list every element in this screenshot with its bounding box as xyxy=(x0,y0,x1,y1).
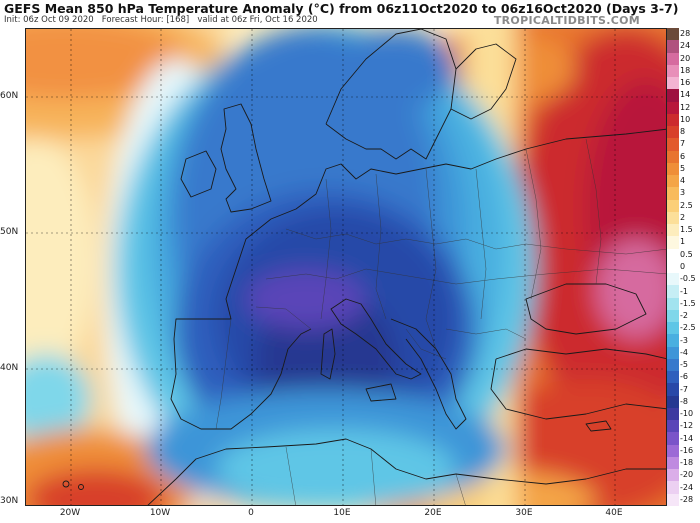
anomaly-map[interactable] xyxy=(25,28,667,506)
colorbar-label: -10 xyxy=(680,409,694,419)
lat-label-40n: 40N xyxy=(0,363,19,373)
colorbar-label: -3 xyxy=(680,335,688,345)
colorbar-swatch xyxy=(667,138,679,152)
lon-label-10w: 10W xyxy=(149,508,171,518)
colorbar-swatch xyxy=(667,28,679,41)
colorbar-label: 28 xyxy=(680,29,691,39)
colorbar-label: 1 xyxy=(680,237,686,247)
colorbar-swatch xyxy=(667,371,679,384)
colorbar-swatch xyxy=(667,113,679,127)
colorbar-swatch xyxy=(667,236,679,250)
colorbar-label: 0 xyxy=(680,262,686,271)
colorbar-label: 12 xyxy=(680,102,691,112)
colorbar-swatch xyxy=(667,444,679,458)
colorbar-label: -18 xyxy=(680,458,694,468)
colorbar-swatch xyxy=(667,407,679,421)
colorbar-swatch xyxy=(667,175,679,188)
colorbar-label: -8 xyxy=(680,396,688,406)
colorbar-swatch xyxy=(667,334,679,348)
colorbar-label: 10 xyxy=(680,114,691,124)
colorbar-swatch xyxy=(667,297,679,311)
colorbar-label: -6 xyxy=(680,372,688,382)
colorbar-swatch xyxy=(667,285,679,299)
colorbar-swatch xyxy=(667,322,679,335)
colorbar-swatch xyxy=(667,346,679,360)
colorbar-label: 8 xyxy=(680,127,686,137)
colorbar-label: -1.5 xyxy=(680,298,696,308)
lon-label-20e: 20E xyxy=(424,508,442,518)
colorbar-label: -0.5 xyxy=(680,274,696,284)
colorbar-swatch xyxy=(667,395,679,409)
lon-label-40e: 40E xyxy=(605,508,623,518)
colorbar-label: -2.5 xyxy=(680,323,696,333)
colorbar-label: -1 xyxy=(680,286,688,296)
colorbar-swatch xyxy=(667,248,679,262)
colorbar-legend: 28 24 20 18 16 14 12 10 8 7 6 5 4 3 2.5 2 1.5 1 0.5 0 -0.5 -1… xyxy=(667,28,700,507)
colorbar-label: -4 xyxy=(680,347,688,357)
colorbar-swatch xyxy=(667,432,679,446)
map-subtitle: Init: 06z Oct 09 2020 Forecast Hour: [16… xyxy=(4,15,318,25)
colorbar-swatch xyxy=(667,224,679,237)
colorbar-label: -14 xyxy=(680,433,694,443)
lon-label-30e: 30E xyxy=(515,508,533,518)
colorbar-label: 0.5 xyxy=(680,249,693,259)
colorbar-swatch xyxy=(667,456,679,470)
colorbar-swatch xyxy=(667,89,679,103)
colorbar-swatch xyxy=(667,162,679,176)
colorbar-swatch xyxy=(667,309,679,323)
lat-label-30n: 30N xyxy=(0,496,19,506)
colorbar-label: -7 xyxy=(680,384,688,394)
colorbar-swatch xyxy=(667,211,679,225)
valid-time: valid at 06z Fri, Oct 16 2020 xyxy=(197,15,318,25)
map-header: GEFS Mean 850 hPa Temperature Anomaly (°… xyxy=(0,0,700,27)
colorbar-swatch xyxy=(667,199,679,213)
lat-label-60n: 60N xyxy=(0,91,19,101)
colorbar-swatch xyxy=(667,481,679,495)
colorbar-label: -12 xyxy=(680,421,694,431)
colorbar-swatch xyxy=(667,273,679,286)
colorbar-swatch xyxy=(667,150,679,164)
colorbar-swatch xyxy=(667,101,679,115)
colorbar-label: 14 xyxy=(680,90,691,100)
colorbar-swatch xyxy=(667,77,679,90)
colorbar-label: 4 xyxy=(680,176,686,186)
colorbar-swatch xyxy=(667,64,679,78)
colorbar-swatch xyxy=(667,383,679,397)
colorbar-swatch xyxy=(667,358,679,372)
lon-label-20w: 20W xyxy=(59,508,81,518)
colorbar-swatch xyxy=(667,187,679,201)
anomaly-map-graphic xyxy=(26,29,666,505)
colorbar-label: 5 xyxy=(680,163,686,173)
lon-label-0: 0 xyxy=(248,508,254,518)
map-title: GEFS Mean 850 hPa Temperature Anomaly (°… xyxy=(4,1,679,16)
colorbar-label: -20 xyxy=(680,470,694,480)
colorbar-swatch xyxy=(667,469,679,482)
colorbar-swatch xyxy=(667,493,679,507)
colorbar-label: 16 xyxy=(680,78,691,88)
colorbar-label: -28 xyxy=(680,494,694,504)
lon-label-10e: 10E xyxy=(333,508,351,518)
colorbar-label: 1.5 xyxy=(680,225,693,235)
colorbar-label: 6 xyxy=(680,151,686,161)
colorbar-label: 20 xyxy=(680,53,691,63)
colorbar-swatch xyxy=(667,52,679,66)
colorbar-label: -2 xyxy=(680,311,688,321)
colorbar-label: -16 xyxy=(680,445,694,455)
colorbar-swatch xyxy=(667,126,679,139)
colorbar-label: 18 xyxy=(680,65,691,75)
lat-label-50n: 50N xyxy=(0,227,19,237)
colorbar-label: -24 xyxy=(680,482,694,492)
colorbar-label: 24 xyxy=(680,41,691,51)
colorbar-label: 2.5 xyxy=(680,200,693,210)
colorbar-label: 3 xyxy=(680,188,686,198)
colorbar-swatch xyxy=(667,420,679,433)
colorbar-label: -5 xyxy=(680,360,688,370)
colorbar-swatch xyxy=(667,40,679,53)
init-time: Init: 06z Oct 09 2020 xyxy=(4,15,94,25)
colorbar-label: 7 xyxy=(680,139,686,149)
forecast-hour: Forecast Hour: [168] xyxy=(101,15,190,25)
brand-watermark: TROPICALTIDBITS.COM xyxy=(493,14,640,27)
colorbar-label: 2 xyxy=(680,212,686,222)
colorbar-swatch xyxy=(667,260,679,274)
